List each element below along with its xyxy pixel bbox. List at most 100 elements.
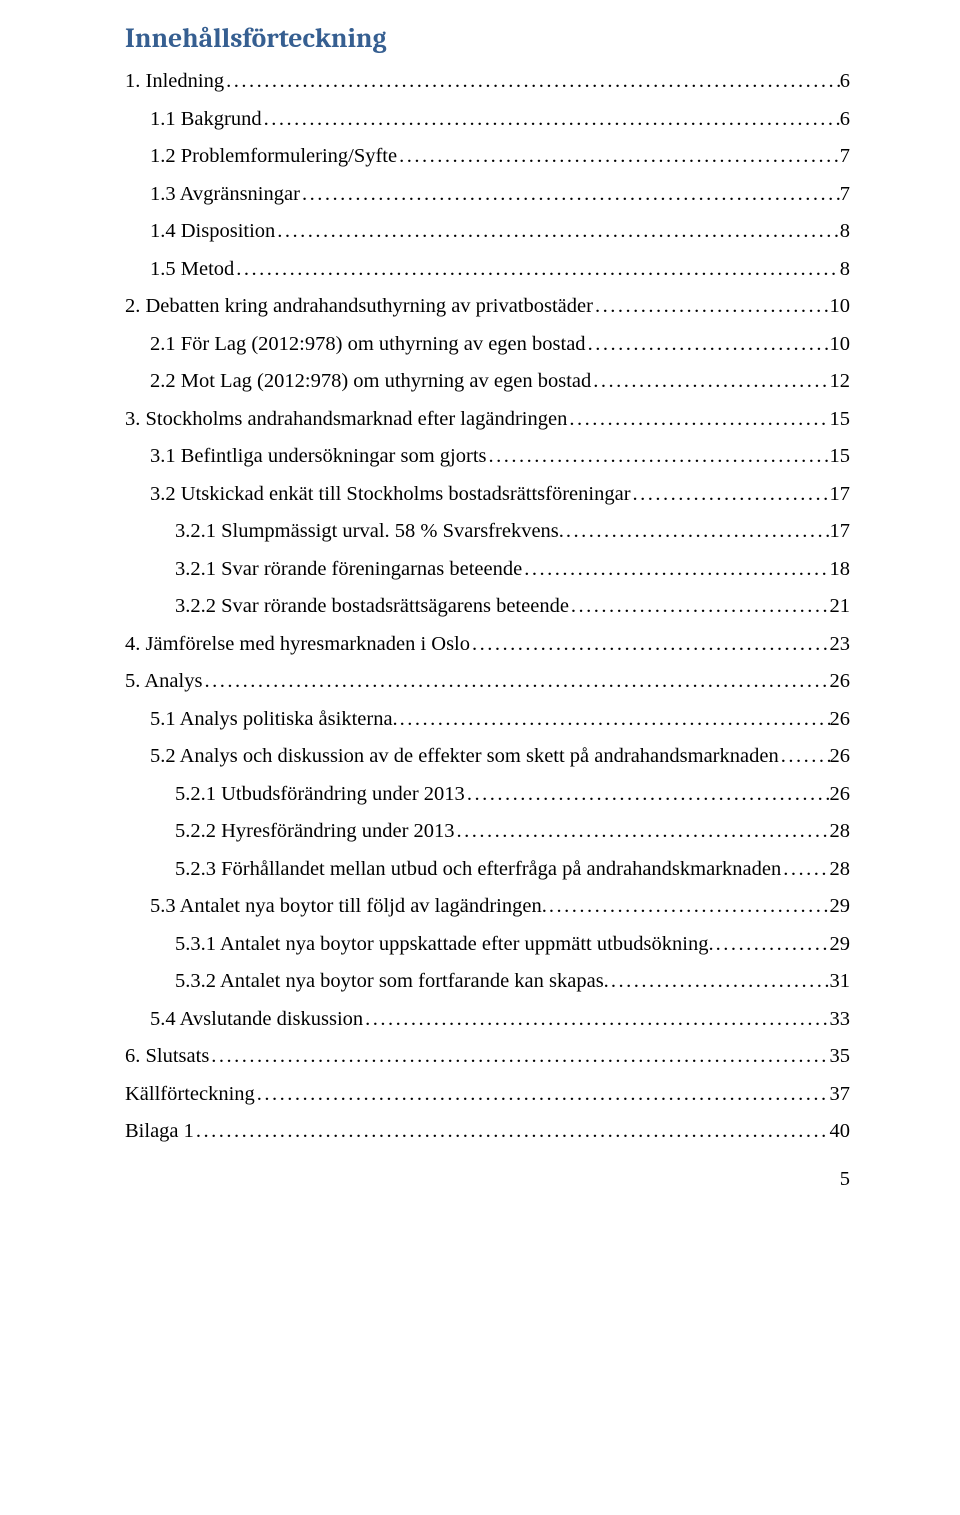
toc-entry-page: 6 — [840, 109, 850, 130]
toc-entry-page: 26 — [830, 746, 851, 767]
toc-entry: 1. Inledning............................… — [125, 71, 850, 92]
toc-leader-dots: ........................................… — [209, 1046, 829, 1067]
toc-entry-page: 10 — [830, 296, 851, 317]
toc-leader-dots: ........................................… — [397, 146, 840, 167]
toc-entry-label: 5.2.2 Hyresförändring under 2013 — [175, 821, 455, 842]
toc-entry: 3.2.1 Slumpmässigt urval. 58 % Svarsfrek… — [175, 521, 850, 542]
toc-entry-page: 35 — [830, 1046, 851, 1067]
toc-entry-label: 1.4 Disposition — [150, 221, 275, 242]
toc-entry: 1.3 Avgränsningar.......................… — [150, 184, 850, 205]
toc-entry-page: 8 — [840, 259, 850, 280]
toc-leader-dots: ........................................… — [609, 971, 830, 992]
toc-leader-dots: ........................................… — [567, 409, 829, 430]
toc-entry: 1.2 Problemformulering/Syfte............… — [150, 146, 850, 167]
toc-entry: 5.2.1 Utbudsförändring under 2013.......… — [175, 784, 850, 805]
toc-entry-label: 1. Inledning — [125, 71, 224, 92]
toc-entry: 5. Analys...............................… — [125, 671, 850, 692]
toc-leader-dots: ........................................… — [547, 896, 830, 917]
toc-entry-page: 8 — [840, 221, 850, 242]
toc-entry-page: 15 — [830, 446, 851, 467]
toc-leader-dots: ........................................… — [300, 184, 840, 205]
toc-entry-page: 26 — [830, 709, 851, 730]
toc-entry-page: 12 — [830, 371, 851, 392]
toc-entry-page: 26 — [830, 671, 851, 692]
toc-leader-dots: ........................................… — [262, 109, 840, 130]
toc-entry-label: 3.1 Befintliga undersökningar som gjorts — [150, 446, 487, 467]
toc-leader-dots: ........................................… — [714, 934, 830, 955]
toc-leader-dots: ........................................… — [586, 334, 830, 355]
toc-entry-label: 5.2 Analys och diskussion av de effekter… — [150, 746, 779, 767]
toc-title: Innehållsförteckning — [125, 22, 850, 54]
toc-entry-page: 29 — [830, 896, 851, 917]
toc-entry-page: 28 — [830, 821, 851, 842]
toc-entry-label: 5.2.1 Utbudsförändring under 2013 — [175, 784, 465, 805]
toc-leader-dots: ........................................… — [779, 746, 830, 767]
toc-entry-page: 29 — [830, 934, 851, 955]
toc-entry: 2. Debatten kring andrahandsuthyrning av… — [125, 296, 850, 317]
toc-entry-label: 1.2 Problemformulering/Syfte — [150, 146, 397, 167]
toc-entry-page: 23 — [830, 634, 851, 655]
toc-entry: 3.2 Utskickad enkät till Stockholms bost… — [150, 484, 850, 505]
page-number: 5 — [125, 1168, 850, 1191]
toc-entry-label: 3.2.1 Slumpmässigt urval. 58 % Svarsfrek… — [175, 521, 564, 542]
toc-list: 1. Inledning............................… — [125, 71, 850, 1142]
toc-leader-dots: ........................................… — [522, 559, 829, 580]
toc-entry-label: 2. Debatten kring andrahandsuthyrning av… — [125, 296, 593, 317]
toc-entry-page: 6 — [840, 71, 850, 92]
toc-leader-dots: ........................................… — [593, 296, 830, 317]
toc-entry-label: 3. Stockholms andrahandsmarknad efter la… — [125, 409, 567, 430]
toc-entry-label: 2.2 Mot Lag (2012:978) om uthyrning av e… — [150, 371, 591, 392]
toc-entry-page: 17 — [830, 521, 851, 542]
toc-entry: Bilaga 1................................… — [125, 1121, 850, 1142]
toc-entry: 3.2.1 Svar rörande föreningarnas beteend… — [175, 559, 850, 580]
toc-leader-dots: ........................................… — [487, 446, 830, 467]
toc-entry-label: Bilaga 1 — [125, 1121, 194, 1142]
toc-entry-label: 5.4 Avslutande diskussion — [150, 1009, 363, 1030]
toc-entry-label: 3.2.2 Svar rörande bostadsrättsägarens b… — [175, 596, 569, 617]
toc-leader-dots: ........................................… — [465, 784, 830, 805]
toc-entry: 1.1 Bakgrund............................… — [150, 109, 850, 130]
toc-entry-page: 15 — [830, 409, 851, 430]
toc-leader-dots: ........................................… — [591, 371, 829, 392]
toc-leader-dots: ........................................… — [455, 821, 830, 842]
toc-entry: 1.4 Disposition.........................… — [150, 221, 850, 242]
toc-leader-dots: ........................................… — [781, 859, 829, 880]
toc-entry: 6. Slutsats.............................… — [125, 1046, 850, 1067]
toc-entry-page: 37 — [830, 1084, 851, 1105]
toc-entry: 5.2.2 Hyresförändring under 2013........… — [175, 821, 850, 842]
toc-entry-label: 1.3 Avgränsningar — [150, 184, 300, 205]
toc-entry-label: 4. Jämförelse med hyresmarknaden i Oslo — [125, 634, 470, 655]
toc-entry-page: 18 — [830, 559, 851, 580]
toc-entry: 3.2.2 Svar rörande bostadsrättsägarens b… — [175, 596, 850, 617]
toc-entry: 1.5 Metod...............................… — [150, 259, 850, 280]
toc-entry-page: 28 — [830, 859, 851, 880]
toc-entry-page: 7 — [840, 146, 850, 167]
toc-entry-label: 1.5 Metod — [150, 259, 234, 280]
toc-entry-label: 5.1 Analys politiska åsikterna. — [150, 709, 398, 730]
toc-entry: 5.2 Analys och diskussion av de effekter… — [150, 746, 850, 767]
toc-entry-page: 31 — [830, 971, 851, 992]
toc-entry-page: 33 — [830, 1009, 851, 1030]
toc-leader-dots: ........................................… — [255, 1084, 830, 1105]
toc-entry-page: 10 — [830, 334, 851, 355]
toc-entry: 3. Stockholms andrahandsmarknad efter la… — [125, 409, 850, 430]
toc-entry: 2.1 För Lag (2012:978) om uthyrning av e… — [150, 334, 850, 355]
toc-entry-page: 40 — [830, 1121, 851, 1142]
toc-entry: 5.3 Antalet nya boytor till följd av lag… — [150, 896, 850, 917]
toc-entry-label: 2.1 För Lag (2012:978) om uthyrning av e… — [150, 334, 586, 355]
toc-entry-page: 17 — [830, 484, 851, 505]
toc-leader-dots: ........................................… — [363, 1009, 829, 1030]
toc-entry: 3.1 Befintliga undersökningar som gjorts… — [150, 446, 850, 467]
toc-entry-label: 3.2 Utskickad enkät till Stockholms bost… — [150, 484, 631, 505]
toc-entry-label: Källförteckning — [125, 1084, 255, 1105]
toc-entry-label: 3.2.1 Svar rörande föreningarnas beteend… — [175, 559, 522, 580]
toc-entry: 5.1 Analys politiska åsikterna. ........… — [150, 709, 850, 730]
toc-entry-page: 21 — [830, 596, 851, 617]
toc-entry-label: 5.3.1 Antalet nya boytor uppskattade eft… — [175, 934, 714, 955]
toc-entry-label: 5. Analys — [125, 671, 202, 692]
toc-entry-label: 6. Slutsats — [125, 1046, 209, 1067]
toc-leader-dots: ........................................… — [202, 671, 829, 692]
toc-entry-page: 7 — [840, 184, 850, 205]
toc-entry-label: 5.3 Antalet nya boytor till följd av lag… — [150, 896, 547, 917]
toc-entry-label: 5.3.2 Antalet nya boytor som fortfarande… — [175, 971, 609, 992]
